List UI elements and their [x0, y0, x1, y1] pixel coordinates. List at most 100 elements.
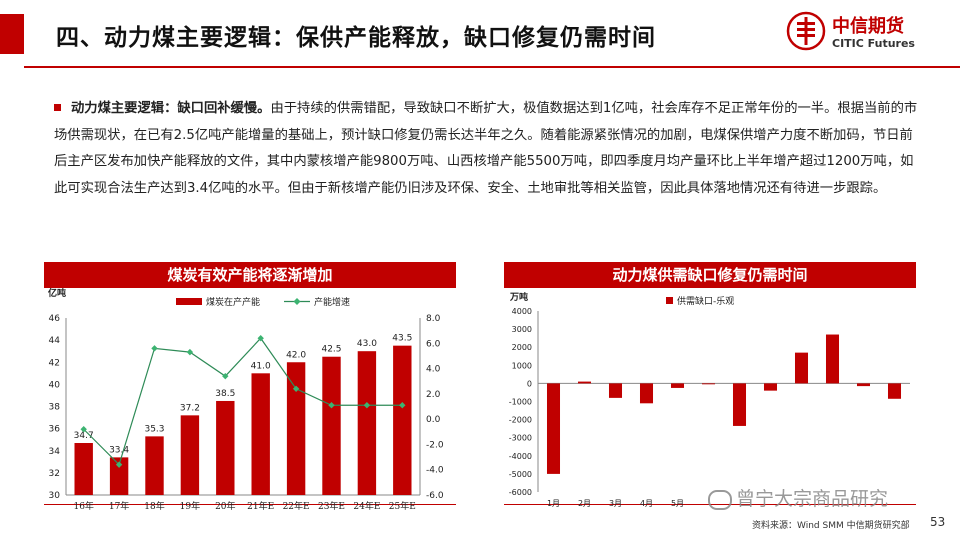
left-chart-x-tick: 20年 — [215, 500, 235, 512]
left-chart-y-label: 亿吨 — [48, 287, 66, 299]
right-chart-bar — [794, 352, 809, 384]
left-chart-growth-point — [222, 372, 229, 380]
right-chart-bar — [732, 383, 747, 426]
paragraph-body: 由于持续的供需错配，导致缺口不断扩大，极值数据达到1亿吨，社会库存不足正常年份的… — [54, 101, 918, 196]
paragraph-lead: 动力煤主要逻辑：缺口回补缓慢。 — [71, 101, 271, 116]
left-chart-bar — [109, 457, 129, 495]
left-chart-growth-point — [151, 345, 158, 352]
left-chart-y-tick: 36 — [49, 425, 61, 435]
right-chart-bar — [763, 383, 778, 391]
left-chart-bar — [145, 436, 164, 495]
left-chart-y-tick: 34 — [49, 447, 61, 457]
logo-english-name: CITIC Futures — [832, 37, 915, 50]
left-chart-bar-label: 43.0 — [357, 339, 377, 349]
right-chart-y-tick: -5000 — [509, 470, 532, 479]
left-chart-growth-point — [186, 348, 194, 356]
left-chart-bar-label: 42.0 — [286, 350, 306, 360]
left-chart-bar — [393, 345, 412, 495]
right-chart-y-tick: -1000 — [509, 398, 532, 407]
left-chart-bar — [74, 443, 93, 495]
left-chart-y-tick: 32 — [49, 469, 60, 479]
left-chart-growth-point — [399, 402, 406, 409]
left-chart-x-tick: 24年E — [353, 500, 380, 512]
left-chart-x-tick: 17年 — [109, 500, 129, 512]
left-chart-bar — [322, 356, 341, 495]
left-chart-y2-tick: -4.0 — [426, 466, 444, 476]
left-chart-y2-tick: -6.0 — [426, 491, 444, 501]
right-chart-bar — [887, 383, 902, 399]
right-chart-bar — [825, 334, 840, 384]
left-chart-y2-tick: 4.0 — [426, 365, 441, 375]
left-chart-growth-point — [257, 335, 264, 342]
left-chart-y-tick: 38 — [49, 403, 61, 413]
left-chart-growth-point — [115, 461, 123, 468]
left-chart-bar — [180, 415, 200, 495]
left-chart-legend-line-label: 产能增速 — [314, 296, 350, 308]
left-chart-y-tick: 44 — [49, 336, 61, 346]
right-chart-y-tick: 4000 — [512, 307, 532, 316]
right-chart-x-tick: 1月 — [547, 499, 560, 508]
right-chart-y-tick: 3000 — [512, 325, 532, 334]
left-chart-growth-point — [80, 426, 87, 433]
right-chart-x-tick: 2月 — [578, 499, 591, 508]
left-chart-legend-bar-swatch — [176, 298, 202, 305]
left-chart-y2-tick: 6.0 — [426, 339, 441, 349]
left-chart-y2-tick: 8.0 — [426, 314, 441, 324]
right-chart-legend-label: 供需缺口-乐观 — [677, 295, 734, 307]
page-title: 四、动力煤主要逻辑：保供产能释放，缺口修复仍需时间 — [56, 25, 656, 51]
left-chart-bar — [216, 400, 235, 495]
right-chart-bar — [546, 383, 561, 474]
title-bar: 四、动力煤主要逻辑：保供产能释放，缺口修复仍需时间 中信期货 CITIC Fut… — [0, 0, 960, 68]
bullet-square-icon — [54, 104, 61, 111]
right-chart-y-tick: -3000 — [509, 434, 532, 443]
right-chart-x-tick: 5月 — [671, 499, 684, 508]
logo-name: 中信期货 — [832, 16, 904, 37]
left-chart-bar-label: 37.2 — [180, 403, 200, 413]
left-chart-x-tick: 18年 — [144, 500, 164, 512]
wechat-icon — [708, 489, 732, 510]
right-chart-bar — [577, 381, 592, 384]
left-chart-y-tick: 40 — [49, 380, 61, 390]
left-chart-growth-line — [83, 337, 403, 466]
left-chart-y-tick: 42 — [49, 358, 60, 368]
watermark: 曾宁大宗商品研究 — [708, 484, 888, 511]
left-chart-x-tick: 23年E — [318, 500, 345, 512]
left-chart-y-tick: 30 — [49, 491, 61, 501]
right-chart-y-tick: -4000 — [509, 452, 532, 461]
left-chart-y2-tick: 2.0 — [426, 390, 441, 400]
left-chart-bar-label: 41.0 — [251, 361, 271, 371]
right-chart-bar — [608, 383, 623, 398]
left-chart-bar — [251, 373, 270, 495]
right-chart-title: 动力煤供需缺口修复仍需时间 — [504, 262, 916, 288]
right-chart-y-tick: 2000 — [512, 343, 532, 352]
right-chart-bar — [670, 383, 685, 388]
source-note: 资料来源：Wind SMM 中信期货研究部 — [752, 521, 910, 531]
left-chart-bar-label: 34.7 — [74, 431, 94, 441]
left-chart-x-tick: 25年E — [389, 500, 416, 512]
left-chart-x-tick: 22年E — [283, 500, 310, 512]
left-chart-x-tick: 19年 — [180, 500, 200, 512]
left-chart-x-tick: 21年E — [247, 500, 274, 512]
left-chart-y2-tick: -2.0 — [426, 440, 444, 450]
left-chart-x-tick: 16年 — [73, 500, 93, 512]
right-chart-y-label: 万吨 — [509, 291, 528, 303]
watermark-text: 曾宁大宗商品研究 — [736, 488, 889, 510]
left-chart-bottom-rule — [44, 504, 456, 505]
left-chart-bar-label: 33.4 — [109, 445, 129, 455]
left-chart-bar-label: 43.5 — [392, 334, 412, 344]
citic-logo-icon — [786, 11, 826, 51]
left-chart-bar — [286, 362, 306, 495]
right-chart-x-tick: 4月 — [640, 499, 653, 508]
left-chart-legend-bar-label: 煤炭在产产能 — [206, 296, 260, 308]
right-chart-legend-swatch — [666, 297, 673, 304]
right-chart-y-tick: -2000 — [509, 416, 532, 425]
page-number: 53 — [930, 515, 946, 529]
left-chart-bar-label: 38.5 — [215, 389, 235, 399]
left-chart-growth-point — [363, 402, 371, 409]
left-chart-growth-point — [292, 385, 300, 392]
left-chart-bar — [357, 351, 377, 495]
left-chart-bar-label: 35.3 — [144, 424, 164, 434]
right-chart-y-tick: -6000 — [509, 488, 532, 497]
citic-logo: 中信期货 CITIC Futures — [786, 8, 954, 58]
left-chart-y-tick: 46 — [49, 314, 61, 324]
